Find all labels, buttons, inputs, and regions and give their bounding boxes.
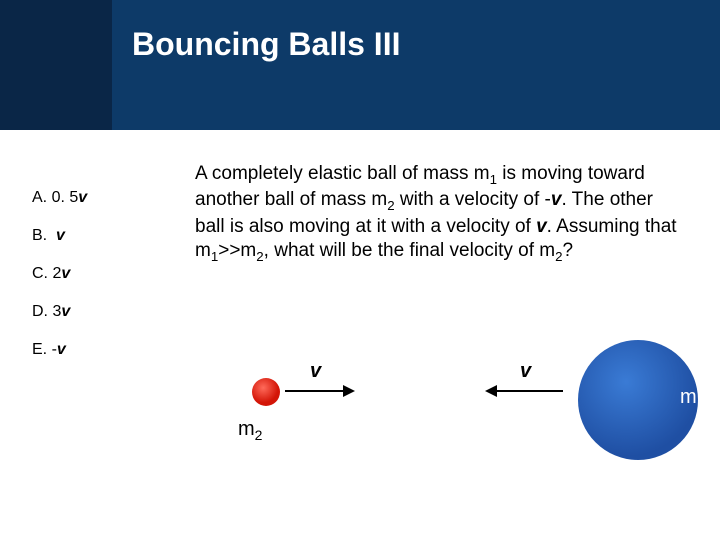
title-accent-block [0, 0, 112, 130]
q-var: v [536, 216, 547, 237]
q-part: A completely elastic ball of mass m [195, 163, 490, 184]
velocity-left-label: v [520, 360, 531, 383]
q-part: with a velocity of - [395, 189, 551, 210]
answer-letter: A. [32, 189, 47, 206]
m2-letter: m [238, 418, 255, 440]
answer-var: v [57, 341, 66, 358]
q-sub: 2 [256, 248, 263, 263]
answer-c: C. 2v [32, 266, 87, 282]
answer-b: B. v [32, 228, 87, 244]
q-sub: 1 [490, 172, 497, 187]
answer-var: v [61, 265, 70, 282]
answer-letter: D. [32, 303, 48, 320]
answer-a: A. 0. 5v [32, 190, 87, 206]
answer-var: v [61, 303, 70, 320]
answer-value: 0. 5 [52, 189, 79, 206]
q-var: v [551, 189, 562, 210]
answer-letter: C. [32, 265, 48, 282]
answer-var: v [56, 227, 65, 244]
answer-letter: B. [32, 227, 47, 244]
answer-var: v [78, 189, 87, 206]
m1-label: m1 [680, 386, 704, 411]
velocity-right-label: v [310, 360, 321, 383]
answer-letter: E. [32, 341, 47, 358]
m1-letter: m [680, 386, 697, 408]
ball-m2-icon [252, 378, 280, 406]
title-bar: Bouncing Balls III [0, 0, 720, 130]
m1-sub: 1 [697, 395, 705, 411]
question-text: A completely elastic ball of mass m1 is … [195, 162, 685, 265]
collision-diagram: m2 v v m1 [190, 340, 700, 510]
q-part: ? [563, 240, 574, 261]
page-title: Bouncing Balls III [132, 26, 400, 63]
q-sub: 2 [555, 248, 562, 263]
q-sub: 2 [387, 198, 394, 213]
q-part: >>m [218, 240, 256, 261]
m2-sub: 2 [255, 427, 263, 443]
answer-choices: A. 0. 5v B. v C. 2v D. 3v E. -v [32, 190, 87, 380]
q-part: , what will be the final velocity of m [264, 240, 555, 261]
m2-label: m2 [238, 418, 262, 443]
answer-d: D. 3v [32, 304, 87, 320]
answer-e: E. -v [32, 342, 87, 358]
